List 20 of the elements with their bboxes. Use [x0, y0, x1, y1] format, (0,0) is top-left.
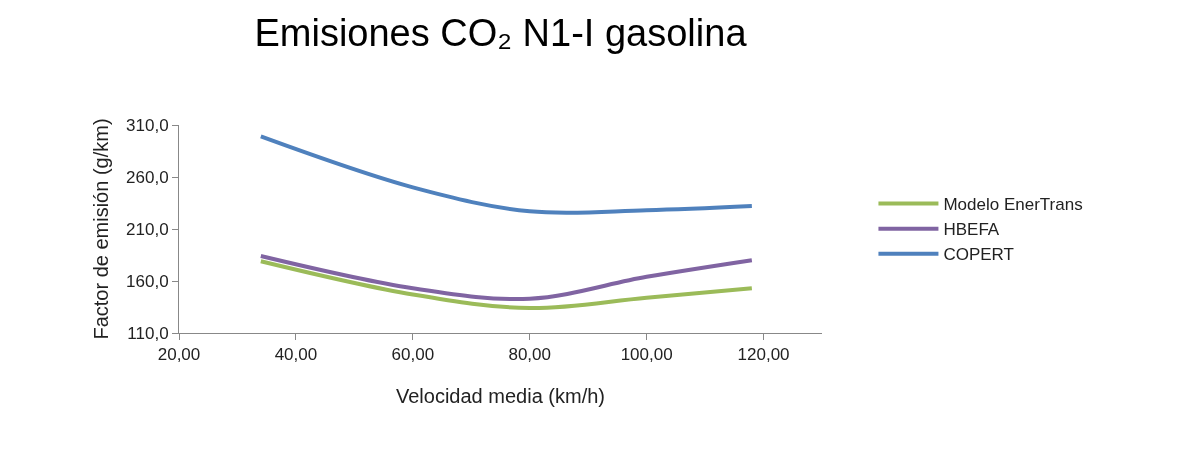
x-tick-label: 60,00 [391, 345, 435, 365]
x-tick-label: 40,00 [274, 345, 318, 365]
y-tick-label: 160,0 [126, 271, 169, 291]
legend-label: HBEFA [943, 220, 1000, 240]
line-series [258, 259, 754, 311]
x-tick-label: 120,00 [737, 345, 790, 365]
line-series [258, 134, 754, 215]
y-axis-title: Factor de emisión (g/km) [89, 118, 112, 340]
x-axis-title: Velocidad media (km/h) [396, 384, 605, 407]
legend-label: COPERT [943, 245, 1014, 265]
y-tick-label: 310,0 [126, 115, 169, 135]
y-tick-label: 260,0 [126, 167, 169, 187]
y-tick-label: 110,0 [127, 323, 169, 343]
line-series [258, 254, 754, 301]
chart-title: Emisiones CO₂ N1-I gasolina [254, 11, 748, 54]
x-tick-label: 100,00 [620, 345, 673, 365]
y-tick-label: 210,0 [126, 219, 169, 239]
x-tick-label: 20,00 [157, 345, 201, 365]
x-tick-label: 80,00 [508, 345, 551, 365]
legend-label: Modelo EnerTrans [943, 195, 1083, 215]
